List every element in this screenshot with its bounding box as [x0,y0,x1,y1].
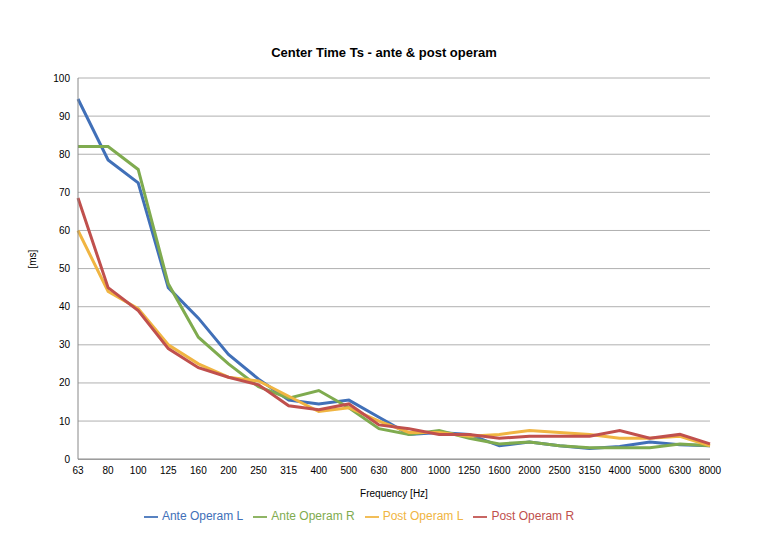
svg-text:0: 0 [64,454,70,465]
svg-text:10: 10 [59,416,71,427]
svg-text:8000: 8000 [699,465,722,476]
svg-text:Frequency [Hz]: Frequency [Hz] [360,488,428,499]
svg-text:80: 80 [59,149,71,160]
svg-text:315: 315 [280,465,297,476]
svg-text:70: 70 [59,187,71,198]
svg-text:630: 630 [371,465,388,476]
svg-text:2000: 2000 [518,465,541,476]
svg-text:5000: 5000 [639,465,662,476]
svg-text:90: 90 [59,111,71,122]
html-text:Post Operam R: Post Operam R [491,509,575,524]
svg-text:160: 160 [190,465,207,476]
svg-text:80: 80 [103,465,115,476]
svg-text:63: 63 [72,465,84,476]
svg-text:3150: 3150 [578,465,601,476]
svg-text:1600: 1600 [488,465,511,476]
html-text:Ante Operam L: Ante Operam L [161,509,244,524]
svg-text:50: 50 [59,263,71,274]
svg-text:40: 40 [59,301,71,312]
html-text:Center Time Ts - ante & post o: Center Time Ts - ante & post operam [271,45,497,60]
svg-text:4000: 4000 [609,465,632,476]
svg-text:2500: 2500 [548,465,571,476]
svg-text:250: 250 [250,465,267,476]
svg-text:500: 500 [341,465,358,476]
svg-text:30: 30 [59,339,71,350]
svg-text:60: 60 [59,225,71,236]
svg-text:100: 100 [53,73,70,84]
svg-text:20: 20 [59,377,71,388]
svg-text:125: 125 [160,465,177,476]
svg-text:800: 800 [401,465,418,476]
html-text:Post Operam L: Post Operam L [382,509,464,524]
svg-text:1250: 1250 [458,465,481,476]
svg-text:400: 400 [310,465,327,476]
svg-text:100: 100 [130,465,147,476]
svg-text:[ms]: [ms] [27,249,38,268]
html-text:Ante Operam R: Ante Operam R [271,509,355,524]
svg-text:200: 200 [220,465,237,476]
svg-text:1000: 1000 [428,465,451,476]
svg-text:6300: 6300 [669,465,692,476]
